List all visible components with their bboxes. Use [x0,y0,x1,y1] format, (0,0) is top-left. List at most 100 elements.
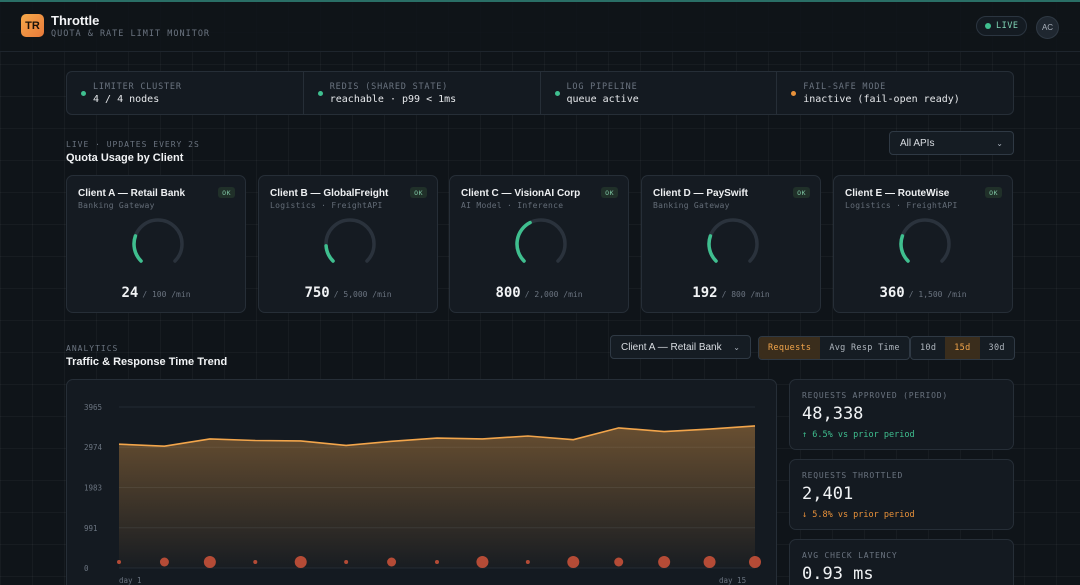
gauge-track [899,218,951,263]
status-label: LIMITER CLUSTER [93,82,182,92]
top-accent-line [0,0,1080,2]
client-select-value: Client A — Retail Bank [621,341,722,353]
stat-label: AVG CHECK LATENCY [802,551,898,560]
throttle-marker [253,560,258,564]
stat-avg-check-latency: AVG CHECK LATENCY 0.93 ms [789,539,1014,585]
client-name: Client C — VisionAI Corp [461,188,581,199]
status-dot-icon [791,91,797,96]
throttle-marker [567,556,580,568]
range-tab-30d[interactable]: 30d [988,343,1005,353]
status-badge: OK [793,187,810,198]
usage-value: 360 [879,285,905,301]
range-tab-10d[interactable]: 10d [920,343,937,353]
status-badge: OK [410,187,427,198]
status-value: reachable · p99 < 1ms [329,94,457,105]
metric-tab-requests[interactable]: Requests [759,337,821,359]
status-label: REDIS (SHARED STATE) [329,82,449,92]
client-card[interactable]: Client E — RouteWise Logistics · FreightA… [833,175,1013,313]
chevron-down-icon: ⌄ [996,138,1003,148]
status-label: LOG PIPELINE [566,82,638,92]
status-label: FAIL-SAFE MODE [803,82,887,92]
throttle-marker [703,556,716,568]
stat-requests-approved: REQUESTS APPROVED (PERIOD) 48,338 ↑ 6.5%… [789,379,1014,450]
client-card[interactable]: Client A — Retail Bank Banking Gateway OK 2… [66,175,246,313]
usage-limit: / 2,000 /min [524,290,583,299]
analytics-eyebrow: ANALYTICS [66,344,119,353]
throttle-marker [294,556,307,568]
user-avatar[interactable]: AC [1036,16,1059,39]
status-dot-icon [554,91,560,96]
client-name: Client D — PaySwift [653,188,749,199]
status-badge: OK [985,187,1002,198]
traffic-chart-panel: 0 991 1983 2974 3965 day 1 day 15 [66,379,777,585]
quota-title: Quota Usage by Client [66,152,184,164]
client-select[interactable]: Client A — Retail Bank ⌄ [610,335,751,359]
stat-label: REQUESTS THROTTLED [802,471,904,480]
status-log-pipeline: LOG PIPELINE queue active [541,72,778,114]
client-api: Logistics · FreightAPI [270,201,383,210]
throttle-marker [159,557,169,567]
app-logo: TR [21,14,44,37]
status-redis: REDIS (SHARED STATE) reachable · p99 < 1… [304,72,541,114]
traffic-chart: 0 991 1983 2974 3965 day 1 day 15 [84,403,761,585]
usage-value: 24 [121,285,139,301]
app-header: TR Throttle QUOTA & RATE LIMIT MONITOR L… [0,2,1080,52]
status-value: queue active [566,94,639,105]
y-tick-label: 2974 [84,443,103,452]
metric-tab-avg-resp-time[interactable]: Avg Resp Time [829,343,900,353]
usage-limit: / 5,000 /min [333,290,392,299]
client-card[interactable]: Client C — VisionAI Corp AI Model · Infer… [449,175,629,313]
chevron-down-icon: ⌄ [733,342,740,352]
throttle-marker [525,560,530,564]
stat-requests-throttled: REQUESTS THROTTLED 2,401 ↓ 5.8% vs prior… [789,459,1014,530]
y-tick-label: 3965 [84,403,102,412]
quota-eyebrow: LIVE · UPDATES EVERY 2S [66,140,200,149]
client-api: Logistics · FreightAPI [845,201,958,210]
status-limiter-cluster: LIMITER CLUSTER 4 / 4 nodes [67,72,304,114]
y-tick-label: 991 [84,524,98,533]
usage-gauge [707,218,759,263]
gauge-fill [515,220,532,263]
status-dot-icon [317,91,323,96]
gauge-track [707,218,759,263]
throttle-marker [203,556,216,568]
usage-limit: / 1,500 /min [908,290,967,299]
y-tick-label: 0 [84,564,89,573]
throttle-marker [344,560,349,564]
usage-gauge [515,218,567,263]
api-filter-select[interactable]: All APIs ⌄ [889,131,1014,155]
client-card[interactable]: Client B — GlobalFreight Logistics · Frei… [258,175,438,313]
api-filter-value: All APIs [900,137,935,149]
stat-value: 0.93 ms [802,564,874,584]
gauge-track [132,218,184,263]
status-value: 4 / 4 nodes [93,94,160,105]
status-fail-safe: FAIL-SAFE MODE inactive (fail-open ready… [777,72,1013,114]
throttle-marker [614,557,624,567]
status-badge: OK [601,187,618,198]
client-api: Banking Gateway [653,201,730,210]
metric-toggle: Requests Avg Resp Time [758,336,910,360]
client-name: Client B — GlobalFreight [270,188,389,199]
client-name: Client E — RouteWise [845,188,950,199]
range-tab-15d[interactable]: 15d [945,337,980,359]
gauge-fill [132,234,143,263]
status-dot-icon [81,91,86,96]
client-api: AI Model · Inference [461,201,564,210]
throttle-marker [387,557,397,567]
live-indicator[interactable]: LIVE [976,16,1028,36]
analytics-title: Traffic & Response Time Trend [66,356,228,368]
status-value: inactive (fail-open ready) [803,94,960,105]
usage-limit: / 100 /min [142,290,191,299]
app-title: Throttle [51,13,100,28]
range-toggle: 10d 15d 30d [910,336,1015,360]
y-tick-label: 1983 [84,483,102,492]
x-tick-label: day 1 [119,576,142,585]
throttle-marker [435,560,439,564]
live-label: LIVE [996,21,1019,31]
stat-label: REQUESTS APPROVED (PERIOD) [802,391,949,400]
usage-value: 192 [692,285,718,301]
gauge-track [324,218,376,263]
client-card[interactable]: Client D — PaySwift Banking Gateway OK 192/… [641,175,821,313]
usage-gauge [324,218,376,263]
live-dot-icon [985,23,991,29]
